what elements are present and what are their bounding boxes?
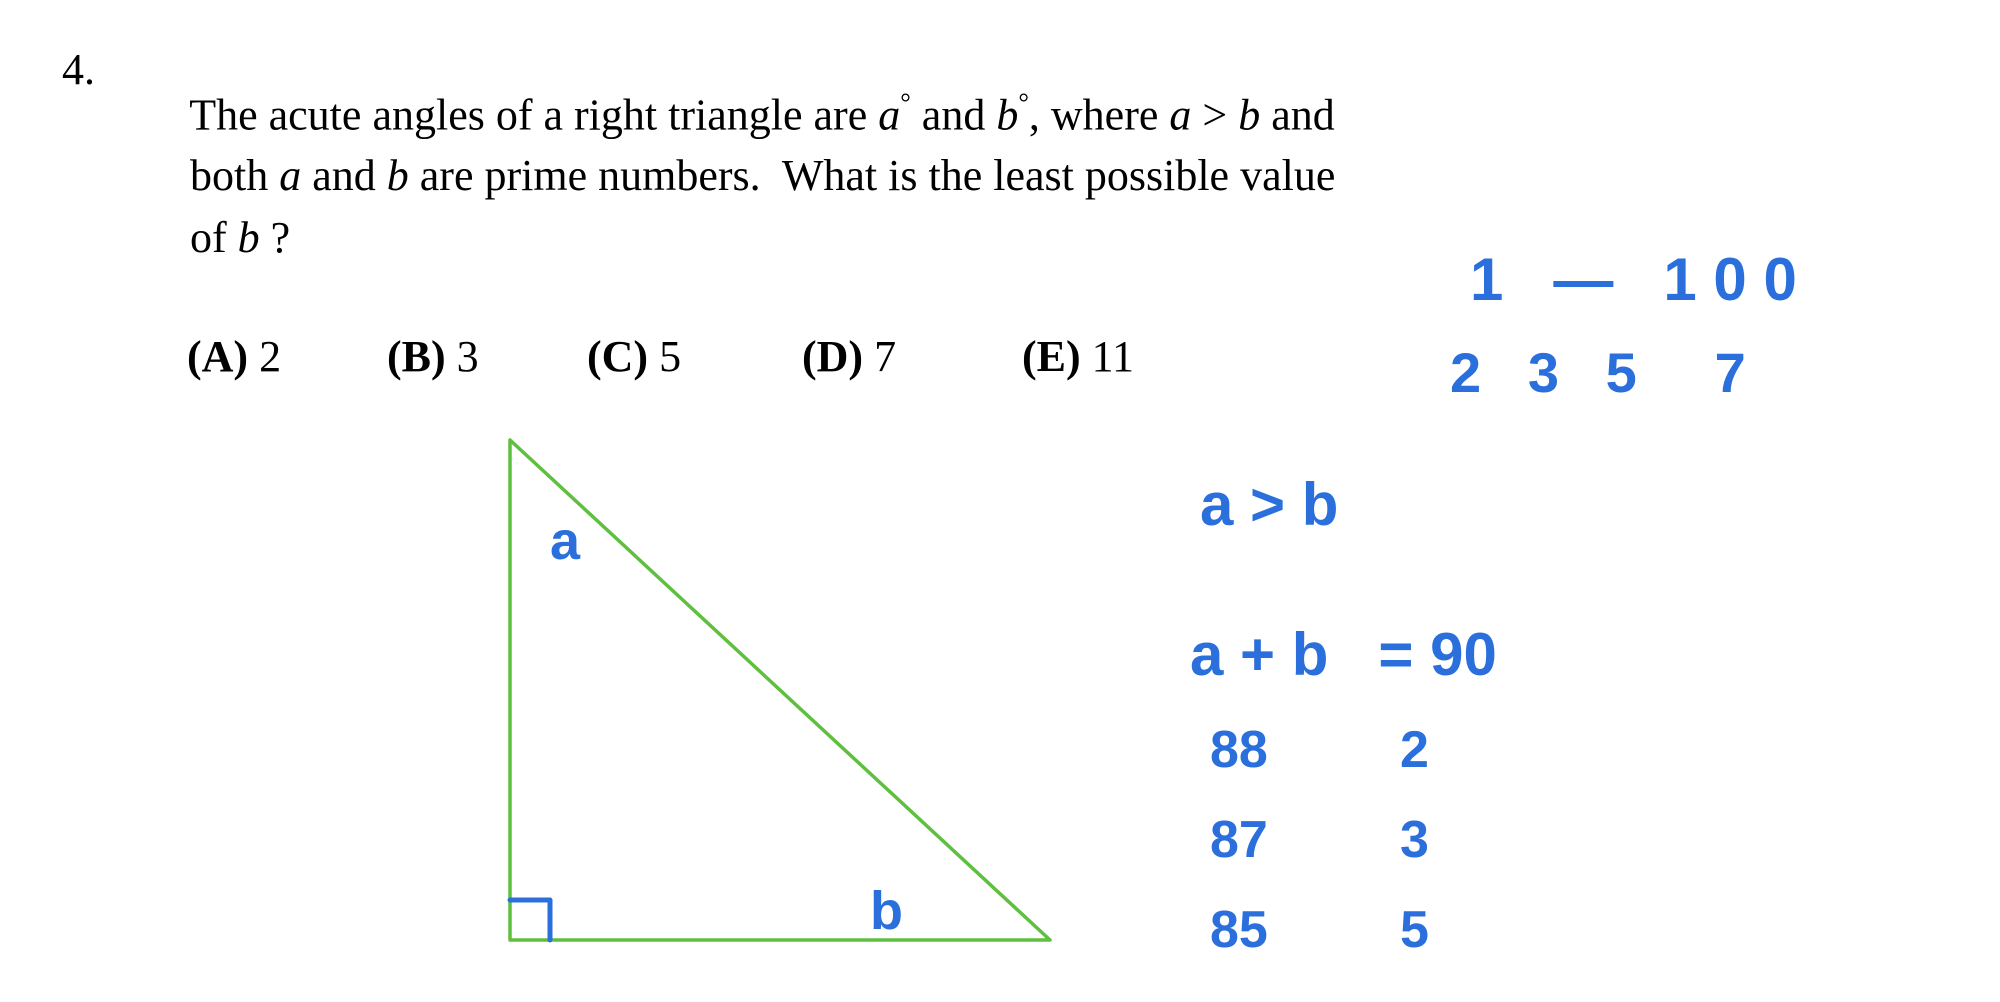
var-b: b [238, 213, 260, 262]
choice-value: 7 [874, 332, 896, 381]
choice-value: 3 [457, 332, 479, 381]
t: are prime numbers. What is the least pos… [409, 151, 1336, 200]
right-angle-marker [510, 900, 550, 940]
choice-label: (C) [587, 332, 648, 381]
triangle-label-a: a [550, 510, 580, 572]
problem-line-2: both a and b are prime numbers. What is … [168, 110, 1335, 198]
note-range: 1 — 1 0 0 [1470, 245, 1797, 314]
note-primes-list: 2 3 5 7 [1450, 340, 1746, 405]
choice-B: (B) 3 [365, 280, 479, 382]
note-row-2-a: 87 [1210, 810, 1268, 870]
choice-C: (C) 5 [565, 280, 681, 382]
t: and [301, 151, 387, 200]
choice-label: (B) [387, 332, 446, 381]
note-row-3-b: 5 [1400, 900, 1429, 960]
choice-A: (A) 2 [165, 280, 281, 382]
choice-value: 5 [659, 332, 681, 381]
var-b: b [387, 151, 409, 200]
note-row-1-a: 88 [1210, 720, 1268, 780]
problem-line-3: of b ? [168, 172, 290, 260]
note-row-1-b: 2 [1400, 720, 1429, 780]
choice-label: (D) [802, 332, 863, 381]
note-row-3-a: 85 [1210, 900, 1268, 960]
t: of [190, 213, 238, 262]
triangle-shape [510, 440, 1050, 940]
choice-label: (E) [1022, 332, 1081, 381]
choice-value: 2 [259, 332, 281, 381]
triangle-label-b: b [870, 880, 903, 942]
choice-E: (E) 11 [1000, 280, 1134, 382]
note-a-gt-b: a > b [1200, 470, 1338, 539]
choice-D: (D) 7 [780, 280, 896, 382]
problem-number: 4. [62, 48, 95, 92]
note-a-plus-b-90: a + b = 90 [1190, 620, 1497, 689]
choice-label: (A) [187, 332, 248, 381]
t: ? [260, 213, 291, 262]
choice-value: 11 [1092, 332, 1134, 381]
note-row-2-b: 3 [1400, 810, 1429, 870]
